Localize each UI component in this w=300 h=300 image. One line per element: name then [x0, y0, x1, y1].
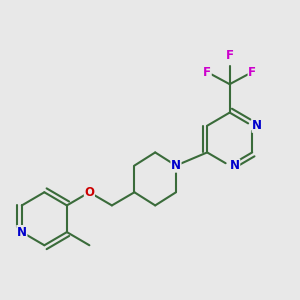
Text: O: O	[84, 186, 94, 199]
Text: F: F	[203, 66, 211, 79]
Text: N: N	[230, 159, 240, 172]
Text: N: N	[171, 159, 181, 172]
Text: N: N	[252, 119, 262, 132]
Text: N: N	[17, 226, 27, 238]
Text: F: F	[248, 66, 256, 79]
Text: F: F	[226, 49, 234, 62]
